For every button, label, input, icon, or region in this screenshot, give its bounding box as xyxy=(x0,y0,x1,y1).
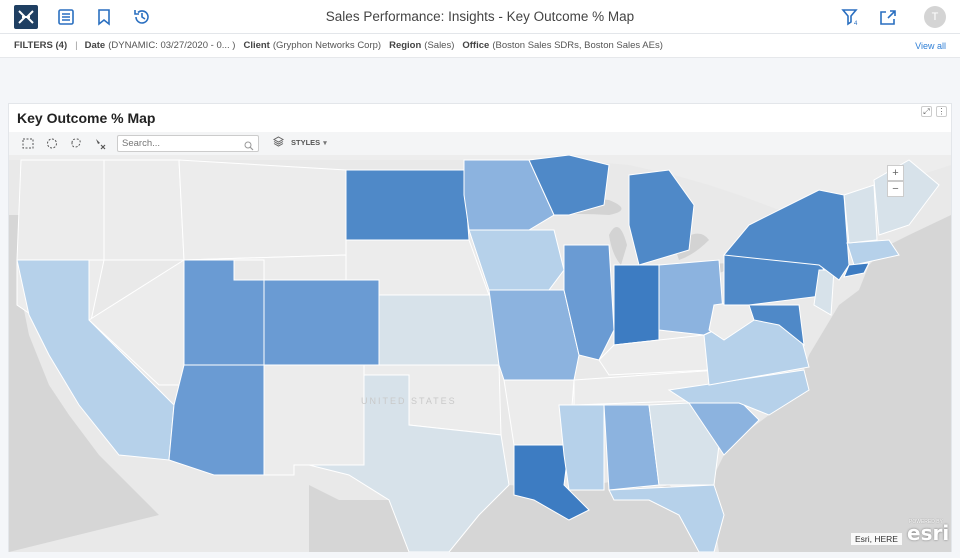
chevron-down-icon: ▾ xyxy=(323,139,327,147)
top-bar: Sales Performance: Insights - Key Outcom… xyxy=(0,0,960,34)
filters-count[interactable]: FILTERS (4) xyxy=(14,40,68,51)
esri-logo: esri xyxy=(907,521,950,545)
filters-separator: | xyxy=(75,40,78,51)
filter-key-region[interactable]: Region xyxy=(389,40,422,51)
search-icon[interactable] xyxy=(244,138,254,156)
map-panel: Key Outcome % Map ⤢ ⋮ STYLES ▾ xyxy=(8,103,952,552)
country-label: UNITED STATES xyxy=(361,396,457,406)
lasso-select-icon[interactable] xyxy=(69,137,83,150)
clear-selection-icon[interactable] xyxy=(93,137,107,150)
share-icon[interactable] xyxy=(878,7,898,27)
avatar[interactable]: T xyxy=(924,6,946,28)
list-icon[interactable] xyxy=(56,7,76,27)
filter-value-client[interactable]: (Gryphon Networks Corp) xyxy=(272,40,382,51)
filter-bar: FILTERS (4) | Date (DYNAMIC: 03/27/2020 … xyxy=(0,34,960,58)
svg-text:4: 4 xyxy=(854,21,858,27)
panel-title: Key Outcome % Map xyxy=(17,110,156,126)
filter-value-region[interactable]: (Sales) xyxy=(424,40,455,51)
filter-key-office[interactable]: Office xyxy=(462,40,490,51)
zoom-in-button[interactable]: + xyxy=(887,165,904,181)
us-choropleth-map xyxy=(9,155,951,552)
view-all-link[interactable]: View all xyxy=(915,41,946,51)
history-icon[interactable] xyxy=(132,7,152,27)
map-toolbar: STYLES ▾ xyxy=(9,132,951,155)
powered-by-label: POWERED BY xyxy=(909,519,943,525)
expand-icon[interactable]: ⤢ xyxy=(921,106,932,117)
filter-value-date[interactable]: (DYNAMIC: 03/27/2020 - 0... ) xyxy=(108,40,236,51)
filter-icon[interactable]: 4 xyxy=(840,7,860,27)
styles-label: STYLES xyxy=(291,138,321,147)
filter-key-date[interactable]: Date xyxy=(84,40,106,51)
circle-select-icon[interactable] xyxy=(45,137,59,150)
bookmark-icon[interactable] xyxy=(94,7,114,27)
more-options-icon[interactable]: ⋮ xyxy=(936,106,947,117)
map-search-input[interactable] xyxy=(117,135,259,152)
layers-icon xyxy=(272,136,285,149)
styles-dropdown[interactable]: STYLES ▾ xyxy=(272,136,327,149)
filter-key-client[interactable]: Client xyxy=(243,40,270,51)
rectangle-select-icon[interactable] xyxy=(21,137,35,150)
app-logo-icon[interactable] xyxy=(14,5,38,29)
filter-value-office[interactable]: (Boston Sales SDRs, Boston Sales AEs) xyxy=(492,40,663,51)
zoom-out-button[interactable]: − xyxy=(887,181,904,197)
map-view[interactable]: UNITED STATES + − Esri, HERE POWERED BY … xyxy=(9,155,951,552)
map-attribution: Esri, HERE xyxy=(851,533,902,545)
